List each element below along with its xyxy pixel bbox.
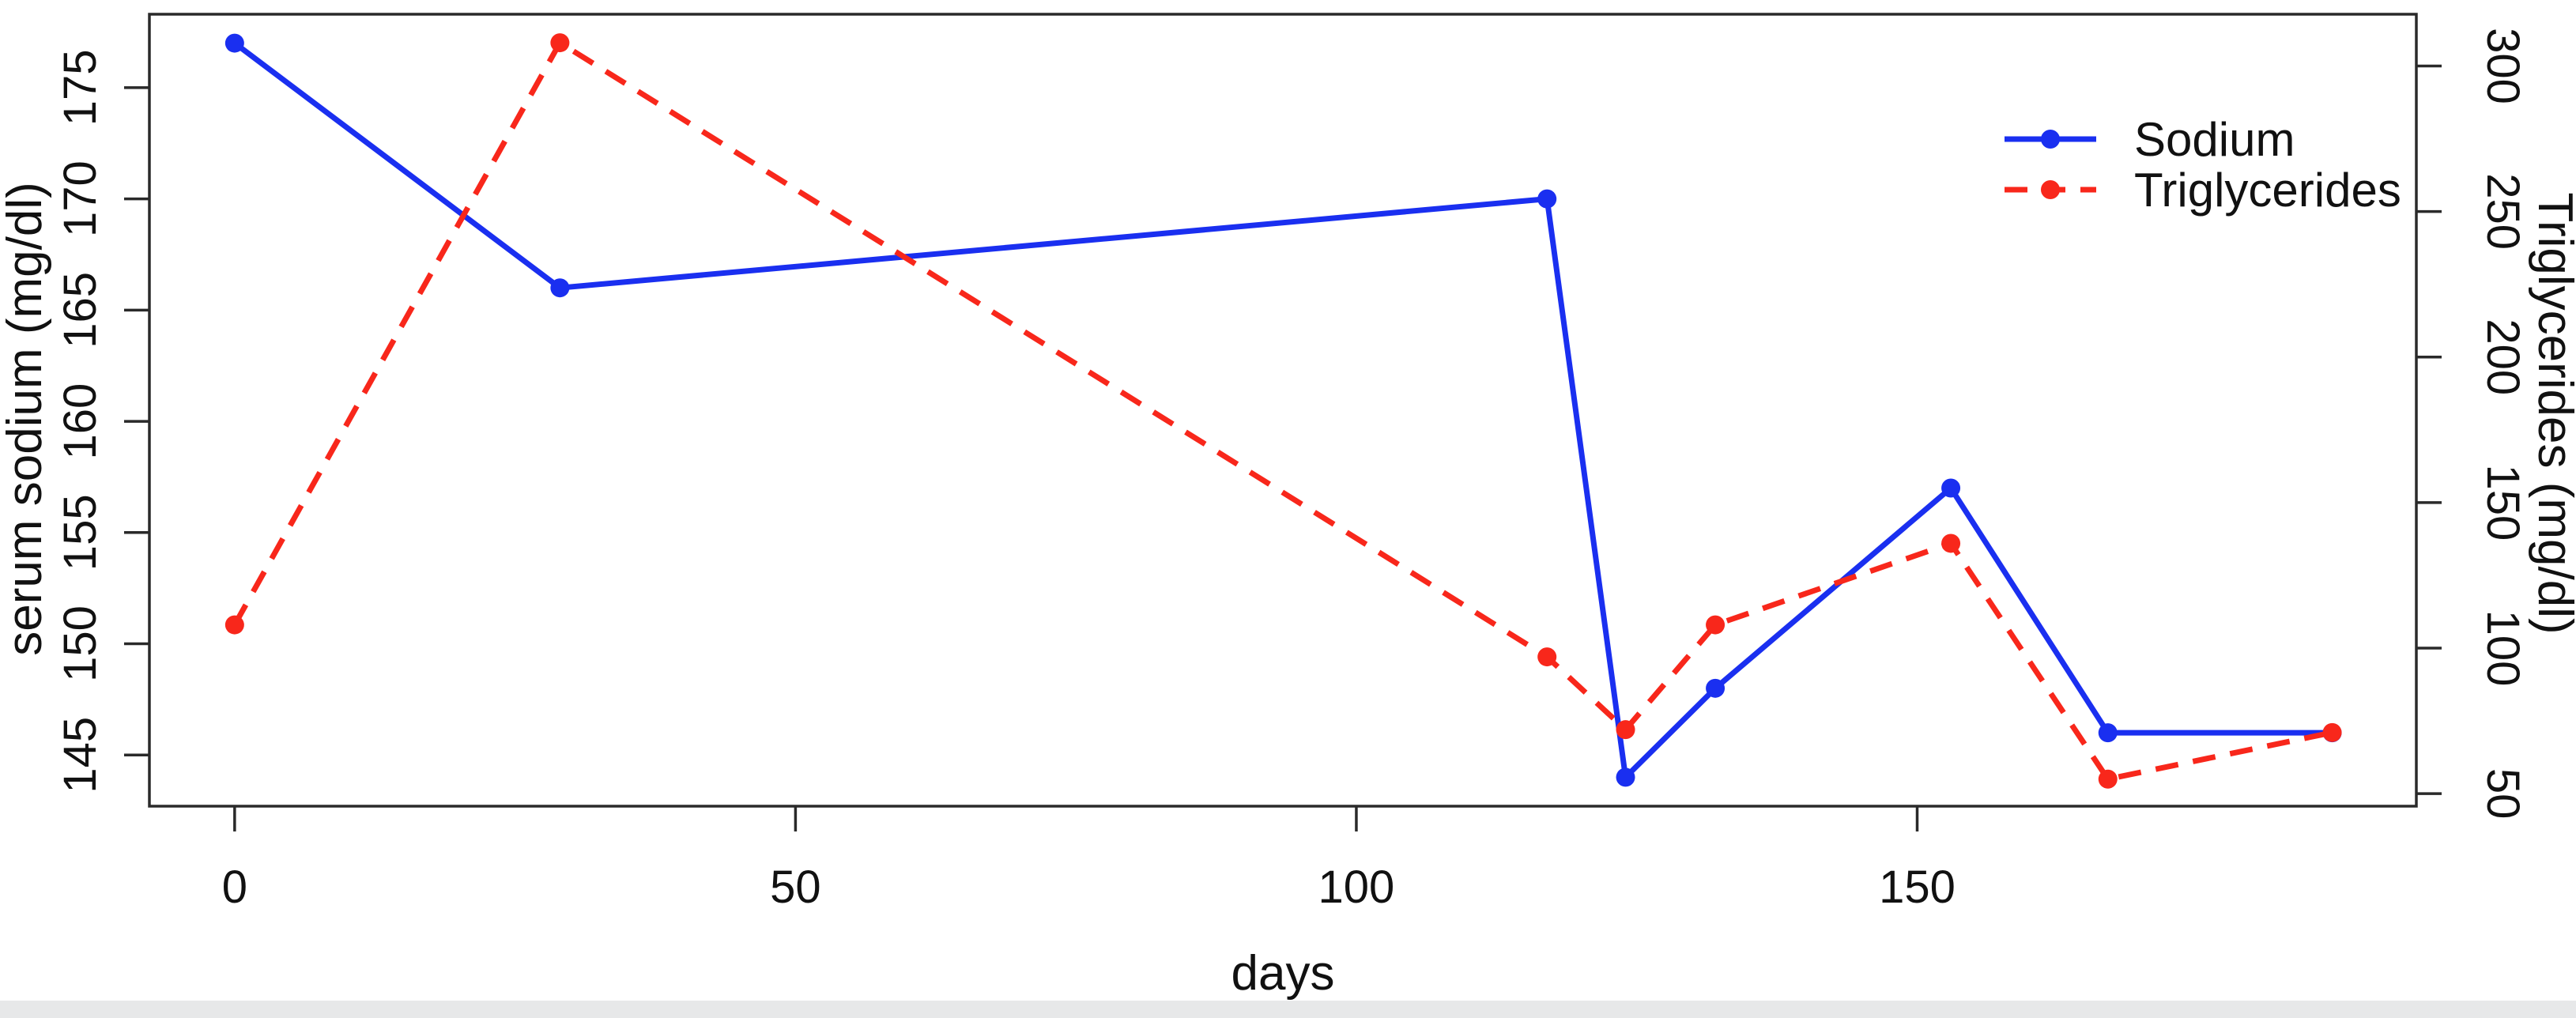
x-tick-label: 100 (1318, 862, 1395, 913)
triglycerides-line (232, 40, 2333, 782)
sodium-point (550, 278, 570, 298)
triglycerides-point (1537, 647, 1557, 667)
legend-item-sodium: Sodium (2005, 113, 2295, 166)
y-right-tick-label: 250 (2477, 173, 2529, 250)
y-left-tick-label: 175 (55, 49, 106, 126)
y-left-tick-label: 170 (55, 160, 106, 237)
triglycerides-point (1706, 615, 1726, 635)
x-axis-ticks: 0 50 100 150 (222, 806, 1956, 913)
y-left-axis-ticks: 145 150 155 160 165 170 175 (55, 49, 149, 794)
legend: Sodium Triglycerides (2005, 113, 2401, 217)
triglycerides-point (1616, 720, 1635, 740)
legend-item-triglycerides: Triglycerides (2005, 164, 2401, 217)
y-right-tick-label: 50 (2477, 768, 2529, 820)
triglycerides-point (224, 615, 244, 635)
legend-sodium-marker (2041, 130, 2060, 149)
footer-strip (0, 1001, 2576, 1018)
x-axis-label: days (1231, 946, 1335, 1001)
y-right-tick-label: 300 (2477, 28, 2529, 104)
x-tick-label: 50 (770, 862, 821, 913)
sodium-point (224, 33, 244, 53)
series-lines (224, 33, 2342, 789)
sodium-point (1616, 767, 1635, 787)
right-y-axis-label: Triglycerides (mg/dl) (2528, 192, 2576, 634)
sodium-point (1706, 678, 1726, 698)
triglycerides-point (1941, 534, 1961, 553)
sodium-line (232, 40, 2333, 780)
plot-border (148, 13, 2418, 808)
y-left-tick-label: 165 (55, 272, 106, 349)
y-left-tick-label: 160 (55, 383, 106, 460)
sodium-point (1537, 189, 1557, 209)
triglycerides-point (2098, 769, 2118, 789)
sodium-point (2098, 723, 2118, 743)
y-right-tick-label: 150 (2477, 465, 2529, 541)
legend-sodium-label: Sodium (2134, 113, 2295, 166)
left-y-axis-label: serum sodium (mg/dl) (0, 182, 52, 655)
y-left-tick-label: 150 (55, 605, 106, 682)
y-right-tick-label: 200 (2477, 319, 2529, 395)
x-tick-label: 0 (222, 862, 247, 913)
legend-triglycerides-marker (2041, 180, 2060, 199)
x-tick-label: 150 (1879, 862, 1956, 913)
triglycerides-point (550, 33, 570, 53)
triglycerides-point (2322, 722, 2342, 742)
legend-triglycerides-label: Triglycerides (2134, 164, 2401, 217)
y-right-tick-label: 100 (2477, 610, 2529, 687)
sodium-point (1941, 478, 1961, 498)
y-left-tick-label: 155 (55, 494, 106, 571)
y-left-tick-label: 145 (55, 717, 106, 794)
y-right-axis-ticks: 50 100 150 200 250 300 (2416, 28, 2529, 819)
